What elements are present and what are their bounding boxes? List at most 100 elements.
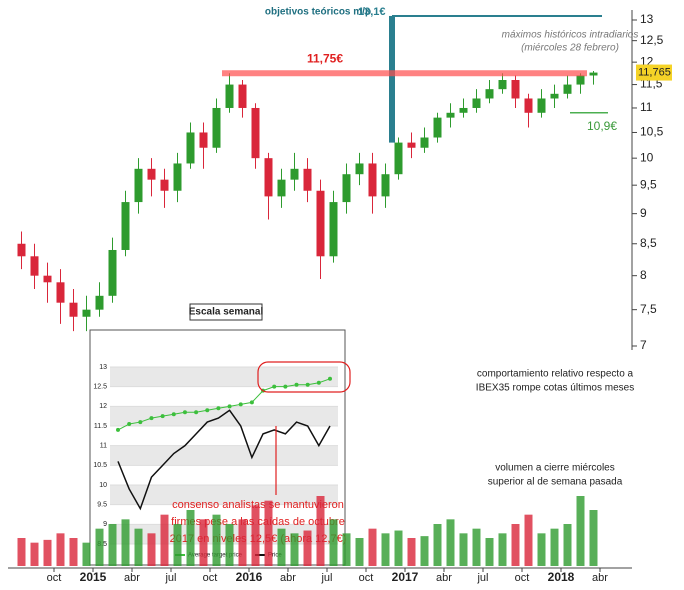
level-label: 11,75€ (307, 51, 343, 65)
x-tick-label: oct (359, 572, 374, 584)
volume-bar (563, 524, 572, 566)
candle-body (368, 163, 377, 197)
y-tick-label: 12 (99, 403, 107, 410)
series-marker (316, 380, 321, 385)
annotation: comportamiento relativo respecto a (477, 369, 634, 380)
level-label: 10,9€ (587, 119, 617, 133)
candle-body (134, 168, 143, 203)
y-tick-label: 12.5 (93, 384, 107, 391)
candle-body (17, 243, 26, 257)
candle-body (342, 174, 351, 203)
candle-body (43, 275, 52, 283)
candle-body (30, 256, 39, 276)
series-marker (194, 410, 199, 415)
candle-body (498, 80, 507, 90)
candle-body (355, 163, 364, 175)
target-bar (389, 15, 395, 143)
volume-bar (30, 542, 39, 566)
grid-band (110, 367, 338, 387)
series-line (117, 409, 331, 511)
candle-body (173, 163, 182, 191)
annotation: (miércoles 28 febrero) (521, 43, 619, 54)
grid-band (110, 485, 338, 505)
x-tick-label: 2017 (392, 570, 419, 584)
candle-body (459, 107, 468, 113)
volume-bar (459, 533, 468, 566)
series-marker (249, 400, 254, 405)
volume-bar (264, 500, 273, 566)
y-tick-label: 12,5 (640, 33, 664, 47)
series-marker (227, 404, 232, 409)
volume-bar (212, 514, 221, 566)
x-tick-label: jul (164, 572, 176, 584)
volume-bar (316, 496, 325, 566)
y-tick-label: 7 (640, 338, 647, 352)
label-box (189, 303, 263, 321)
x-tick-label: 2016 (236, 570, 263, 584)
series-marker (149, 416, 154, 421)
series-marker (238, 402, 243, 407)
y-tick-label: 10 (640, 150, 654, 164)
volume-bar (69, 538, 78, 566)
candle-body (121, 202, 130, 250)
candle-body (108, 249, 117, 296)
candle-body (264, 158, 273, 197)
volume-bar (186, 510, 195, 566)
volume-bar (550, 528, 559, 566)
candle-body (446, 112, 455, 118)
grid-band (110, 445, 338, 466)
candle-body (56, 282, 65, 303)
x-tick-label: oct (47, 572, 62, 584)
x-tick-label: jul (476, 572, 488, 584)
candle-body (199, 132, 208, 148)
candle-body (485, 89, 494, 99)
candle-body (290, 168, 299, 180)
x-tick-label: 2018 (548, 570, 575, 584)
candle-body (251, 107, 260, 159)
candle-body (186, 132, 195, 164)
volume-bar (108, 524, 117, 566)
volume-bar (329, 519, 338, 566)
volume-bar (82, 542, 91, 566)
y-tick-label: 10,5 (640, 125, 664, 139)
candle-body (147, 168, 156, 180)
annotation: superior al de semana pasada (488, 477, 623, 488)
candle-body (82, 309, 91, 317)
candle-body (381, 174, 390, 197)
x-tick-label: 2015 (80, 570, 107, 584)
volume-bar (238, 519, 247, 566)
x-tick-label: oct (515, 572, 530, 584)
annotation: Escala semanal (189, 307, 264, 318)
volume-bar (433, 524, 442, 566)
volume-bar (407, 538, 416, 566)
volume-bar (589, 510, 598, 566)
volume-bar (43, 539, 52, 566)
x-tick-label: abr (592, 572, 608, 584)
candle-body (576, 75, 585, 85)
candle-body (95, 295, 104, 310)
candle-body (589, 72, 598, 76)
candle-body (511, 80, 520, 99)
y-tick-label: 7,5 (640, 302, 657, 316)
volume-bar (368, 528, 377, 566)
volume-bar (394, 530, 403, 566)
y-tick-label: 8,5 (640, 236, 657, 250)
legend-label: Price (268, 553, 282, 559)
candle-body (407, 142, 416, 148)
candle-body (433, 117, 442, 138)
price-tag-label: 11,765 (638, 66, 671, 78)
volume-bar (17, 538, 26, 566)
candle-body (524, 98, 533, 113)
y-tick-label: 10 (99, 482, 107, 489)
x-tick-label: abr (124, 572, 140, 584)
candle-body (420, 137, 429, 148)
candle-body (472, 98, 481, 108)
y-tick-label: 11.5 (94, 423, 107, 430)
volume-bar (472, 528, 481, 566)
y-tick-label: 9,5 (640, 177, 657, 191)
volume-bar (160, 514, 169, 566)
resistance-band (222, 70, 587, 77)
y-tick-label: 11 (100, 443, 107, 450)
volume-bar (225, 524, 234, 566)
